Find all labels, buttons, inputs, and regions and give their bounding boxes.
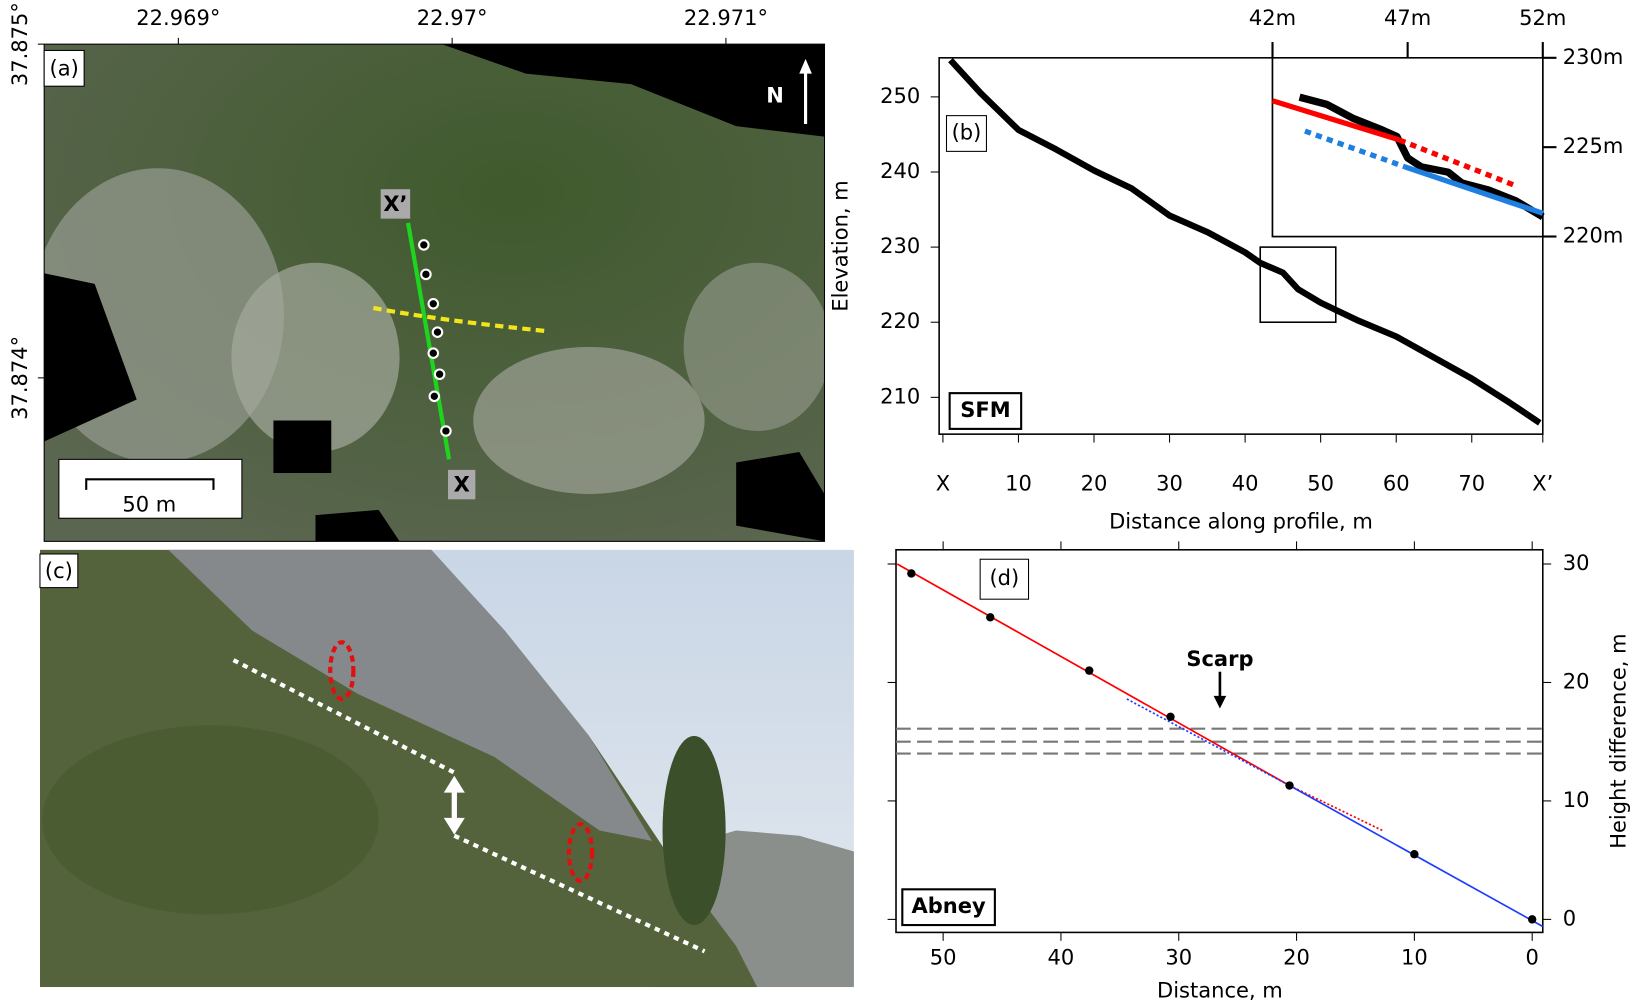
x-tick-label: 50 (1307, 471, 1334, 496)
label-box (948, 392, 1023, 430)
y-tick-label: 240 (880, 158, 920, 183)
panel-label: (a) (50, 55, 79, 80)
y-tick-label: 37.874° (7, 336, 32, 420)
y-tick-label: 220 (880, 308, 920, 333)
data-point (986, 613, 995, 622)
label-box (39, 553, 79, 589)
y-tick-label: 210 (880, 383, 920, 408)
plot-frame (938, 57, 1544, 435)
method-label: Abney (911, 893, 986, 918)
inset-line (1271, 98, 1401, 143)
fit-line (896, 563, 1290, 787)
label-box (448, 469, 476, 500)
x-tick-label: 22.97° (417, 5, 488, 30)
x-tick-label: 20 (1283, 945, 1310, 970)
x-tick-label: 10 (1401, 945, 1428, 970)
x-axis-label: Distance, m (1157, 977, 1283, 1002)
x-tick-label: 42m (1249, 5, 1296, 30)
x-tick-label: 40 (1048, 945, 1075, 970)
y-tick-label: 20 (1563, 668, 1590, 693)
profile-end-label: X’ (383, 191, 407, 216)
x-tick-label: 50 (930, 945, 957, 970)
fit-line (1126, 698, 1290, 787)
y-tick-label: 230m (1563, 44, 1624, 69)
y-tick-label: 10 (1563, 787, 1590, 812)
y-axis-label: Elevation, m (827, 180, 852, 311)
panel-label: (d) (989, 565, 1019, 590)
label-box (945, 115, 987, 152)
y-tick-label: 220m (1563, 223, 1624, 248)
x-tick-label: 20 (1081, 471, 1108, 496)
data-point (907, 569, 916, 578)
y-tick-label: 225m (1563, 133, 1624, 158)
fit-line (1289, 784, 1383, 832)
scale-box (58, 458, 243, 519)
x-axis-label: Distance along profile, m (1109, 508, 1373, 533)
x-tick-label: 22.971° (684, 5, 768, 30)
x-tick-label: 30 (1165, 945, 1192, 970)
y-axis-label: Height difference, m (1606, 633, 1631, 848)
method-label: SFM (960, 397, 1010, 422)
y-tick-label: 37.875° (7, 2, 32, 86)
profile-start-label: X (454, 472, 470, 497)
x-tick-label: 47m (1384, 5, 1431, 30)
inset-line (1298, 93, 1545, 221)
label-box (901, 888, 996, 927)
panel-label: (b) (952, 120, 982, 145)
data-point (1085, 666, 1094, 675)
label-box (43, 49, 85, 87)
profile-line (948, 57, 1542, 426)
aerial-image (44, 44, 825, 542)
x-tick-label: X’ (1532, 471, 1553, 496)
data-point (1285, 781, 1294, 790)
annotation: Scarp (1186, 646, 1253, 671)
scale-label: 50 m (122, 492, 176, 517)
x-tick-label: 30 (1156, 471, 1183, 496)
y-tick-label: 0 (1563, 905, 1576, 930)
north-label: N (766, 83, 784, 108)
data-point (1527, 915, 1537, 924)
label-box (979, 558, 1030, 600)
y-tick-label: 230 (880, 233, 920, 258)
x-tick-label: 0 (1525, 945, 1538, 970)
zoom-box (1259, 246, 1337, 324)
annotation-arrow-head (1213, 695, 1227, 709)
data-point (1410, 850, 1419, 859)
data-point (1166, 712, 1175, 722)
x-tick-label: 60 (1383, 471, 1410, 496)
y-tick-label: 30 (1563, 550, 1590, 575)
inset-frame (1271, 57, 1544, 238)
scale-bar (85, 478, 215, 490)
x-tick-label: X (936, 471, 950, 496)
inset-line (1398, 137, 1515, 188)
y-tick-label: 250 (880, 83, 920, 108)
x-tick-label: 40 (1232, 471, 1259, 496)
label-box (380, 189, 411, 219)
panel-frame (43, 43, 826, 542)
x-tick-label: 70 (1458, 471, 1485, 496)
field-photo (39, 549, 854, 988)
panel-label: (c) (45, 558, 73, 583)
x-tick-label: 10 (1005, 471, 1032, 496)
inset-line (1404, 164, 1544, 216)
inset-line (1304, 128, 1406, 170)
x-tick-label: 22.969° (136, 5, 220, 30)
x-tick-label: 52m (1519, 5, 1566, 30)
